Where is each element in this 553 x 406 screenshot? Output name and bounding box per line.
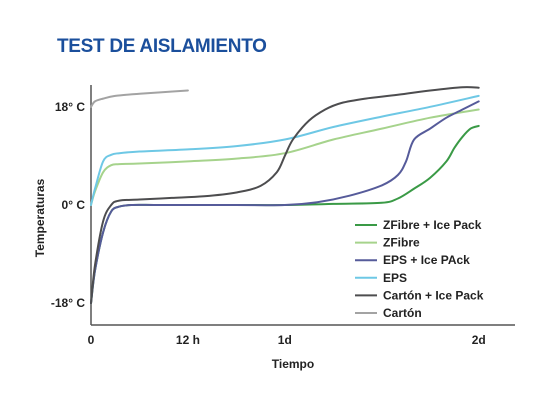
tick-labels: 0 12 h 1d 2d -18° C 0° C 18° C <box>51 100 486 347</box>
legend-label-zfibre: ZFibre <box>383 236 420 250</box>
series-line-zfibre <box>90 108 480 206</box>
series-line-carton <box>90 89 189 108</box>
x-tick-label: 1d <box>278 333 292 347</box>
legend-label-carton: Cartón <box>383 306 422 320</box>
x-axis-title: Tiempo <box>272 357 314 371</box>
legend-label-carton-ice-pack: Cartón + Ice Pack <box>383 288 484 302</box>
x-tick-label: 12 h <box>176 333 200 347</box>
chart-title: TEST DE AISLAMIENTO <box>57 36 267 57</box>
series-lines <box>90 86 480 305</box>
y-tick-label: 0° C <box>62 198 86 212</box>
legend: ZFibre + Ice Pack ZFibre EPS + Ice PAck EPS… <box>355 218 484 320</box>
legend-label-eps-ice-pack: EPS + Ice PAck <box>383 253 470 267</box>
y-tick-label: 18° C <box>55 100 85 114</box>
x-tick-label: 0 <box>88 333 95 347</box>
legend-label-eps: EPS <box>383 271 407 285</box>
x-tick-label: 2d <box>472 333 486 347</box>
series-line-eps <box>90 94 480 206</box>
y-axis-title: Temperaturas <box>33 178 47 257</box>
series-line-eps-ice-pack <box>90 100 480 305</box>
series-line-carton-ice-pack <box>90 86 480 305</box>
legend-label-zfibre-ice-pack: ZFibre + Ice Pack <box>383 218 482 232</box>
y-tick-label: -18° C <box>51 296 85 310</box>
